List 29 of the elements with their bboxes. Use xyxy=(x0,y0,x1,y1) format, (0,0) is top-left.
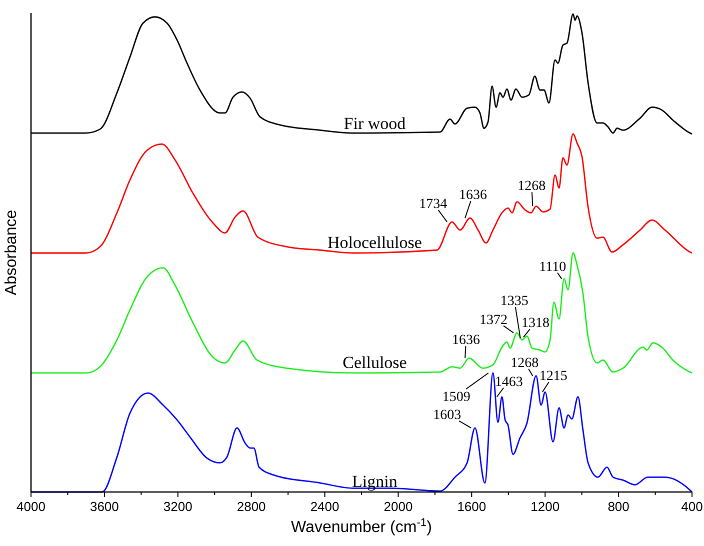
annotation: 1335 xyxy=(500,294,528,310)
annotation: 1318 xyxy=(521,316,550,332)
x-axis-title: Wavenumber (cm$^{-1}$) xyxy=(291,517,432,536)
x-tick-label: 3600 xyxy=(90,499,119,514)
x-tick-label: 4000 xyxy=(16,499,46,514)
x-tick-label: 3200 xyxy=(163,499,192,514)
annotation: 1110 xyxy=(539,260,566,275)
series-label: Fir wood xyxy=(344,114,406,133)
series-label: Lignin xyxy=(352,472,398,491)
annotation: 1463 xyxy=(494,374,523,390)
annotation: 1636 xyxy=(459,188,488,204)
y-axis-title: Absorbance xyxy=(3,210,20,296)
x-tick-label: 2400 xyxy=(310,499,340,514)
x-tick-label: 1200 xyxy=(530,499,560,514)
x-tick-label: 400 xyxy=(681,499,703,514)
series-label: Cellulose xyxy=(342,352,407,372)
annotation: 1603 xyxy=(433,408,462,423)
x-tick-label: 1600 xyxy=(457,499,486,514)
annotation: 1215 xyxy=(539,369,568,384)
series-label: Holocellulose xyxy=(328,233,422,252)
annotation: 1734 xyxy=(419,196,448,212)
annotation: 1509 xyxy=(442,390,470,405)
annotation: 1268 xyxy=(518,179,546,194)
annotation: 1636 xyxy=(452,333,480,348)
annotation: 1268 xyxy=(510,356,539,371)
x-tick-label: 2000 xyxy=(384,499,413,514)
annotation: 1372 xyxy=(480,312,508,328)
x-tick-label: 800 xyxy=(608,499,630,514)
x-tick-label: 2800 xyxy=(236,499,266,514)
